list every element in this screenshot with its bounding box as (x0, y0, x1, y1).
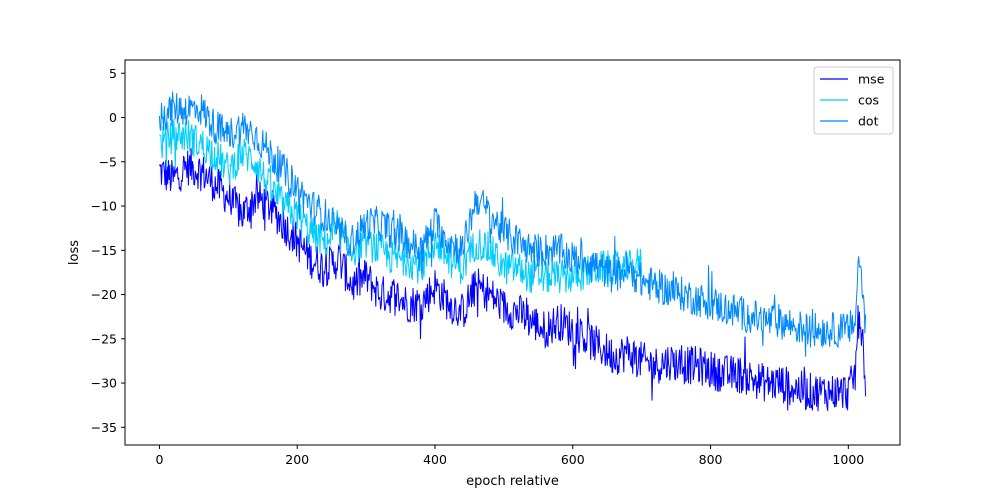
x-axis-label: epoch relative (466, 474, 559, 489)
legend-label-mse: mse (858, 72, 885, 87)
series-layer (158, 91, 867, 412)
y-tick-label: −5 (99, 154, 117, 169)
y-axis-ticks: 5 0 −5 −10 −15 −20 −25 −30 −35 (91, 66, 125, 435)
legend-box (813, 66, 894, 135)
series-line-dot (158, 91, 867, 357)
y-axis-label: loss (67, 240, 82, 265)
y-tick-label: −30 (91, 376, 117, 391)
x-tick-label: 800 (699, 452, 723, 467)
y-tick-label: −10 (91, 199, 117, 214)
plot-frame (124, 59, 901, 446)
y-tick-label: 5 (109, 66, 117, 81)
y-tick-label: −35 (91, 420, 117, 435)
x-axis-ticks: 0 200 400 600 800 1000 (155, 445, 864, 467)
legend: mse cos dot (813, 66, 894, 135)
y-tick-label: −15 (91, 243, 117, 258)
x-tick-label: 400 (423, 452, 447, 467)
y-tick-label: −20 (91, 287, 117, 302)
x-tick-label: 1000 (832, 452, 864, 467)
x-tick-label: 0 (155, 452, 163, 467)
x-tick-label: 600 (561, 452, 585, 467)
x-tick-label: 200 (285, 452, 309, 467)
y-tick-label: −25 (91, 331, 117, 346)
series-line-mse (158, 148, 867, 412)
y-tick-label: 0 (109, 110, 117, 125)
legend-label-cos: cos (858, 93, 879, 108)
legend-label-dot: dot (858, 114, 879, 129)
